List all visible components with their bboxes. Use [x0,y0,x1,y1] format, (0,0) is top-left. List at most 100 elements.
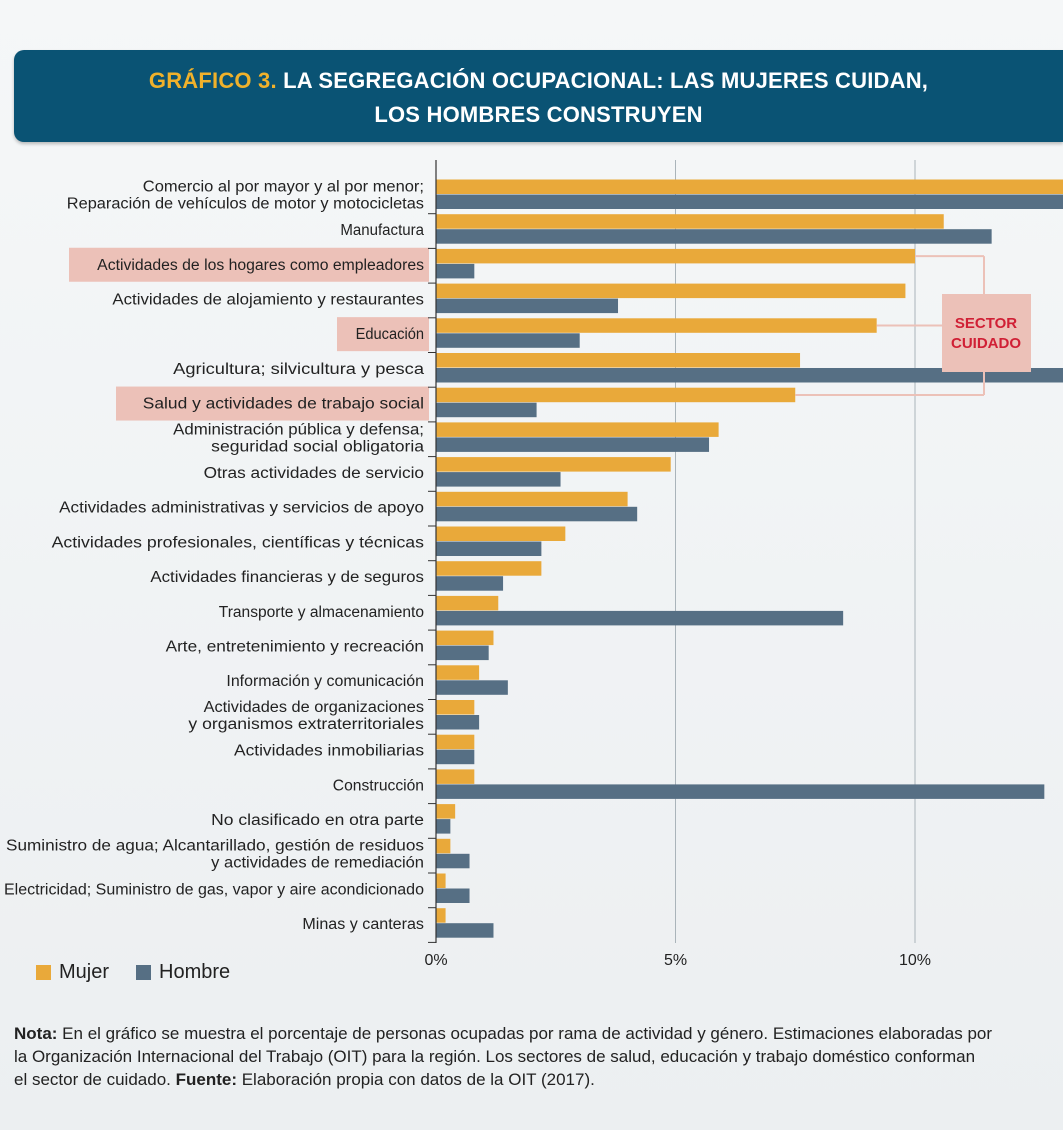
bar-hombre-3 [436,298,619,314]
category-label-7-0: Administración pública y defensa; [173,421,424,438]
bar-hombre-10 [436,541,542,556]
category-label-12-0: Transporte y almacenamiento [219,604,424,621]
category-label-7-1: seguridad social obligatoria [211,438,424,455]
x-tick-label-1: 5% [664,952,687,969]
bar-mujer-18 [436,804,456,819]
legend-label-hombre: Hombre [159,960,231,983]
category-label-8-0: Otras actividades de servicio [204,465,424,482]
chart-title-text: LA SEGREGACIÓN OCUPACIONAL: LAS MUJERES … [283,68,929,93]
category-label-5-0: Agricultura; silvicultura y pesca [173,361,424,378]
category-label-16-0: Actividades inmobiliarias [234,743,424,760]
note-line-2: la Organización Internacional del Trabaj… [14,1047,976,1066]
bar-mujer-6 [436,387,796,403]
x-tick-label-2: 10% [899,952,931,969]
legend-item-mujer: Mujer [36,960,110,983]
x-tick-label-0: 0% [424,952,447,969]
bar-mujer-2 [436,248,915,264]
bar-hombre-15 [436,715,480,730]
chart-title-line-2: LOS HOMBRES CONSTRUYEN [374,102,703,127]
category-label-3-0: Actividades de alojamiento y restaurante… [112,291,424,308]
category-label-4-0: Educación [356,326,424,343]
source-text: Elaboración propia con datos de la OIT (… [237,1070,595,1089]
category-label-9-0: Actividades administrativas y servicios … [59,500,424,517]
sector-cuidado-box [942,294,1031,372]
bar-hombre-6 [436,402,537,418]
bar-mujer-10 [436,526,566,541]
bar-hombre-17 [436,784,1045,799]
category-label-15-0: Actividades de organizaciones [204,699,425,716]
bar-mujer-17 [436,769,475,784]
bar-hombre-7 [436,437,710,452]
highlight-box-6 [116,386,429,421]
category-label-15-1: y organismos extraterritoriales [188,716,424,733]
bar-hombre-19 [436,853,470,869]
bar-mujer-1 [436,214,944,229]
note-line-3: el sector de cuidado. Fuente: Elaboració… [14,1068,1063,1091]
highlight-box-2 [69,247,429,282]
bar-hombre-5 [436,368,1063,383]
bar-hombre-4 [436,333,580,348]
highlight-box-4 [337,317,429,352]
bar-mujer-14 [436,665,480,680]
category-label-20-0: Electricidad; Suministro de gas, vapor y… [4,881,424,898]
bar-hombre-21 [436,923,494,938]
bar-mujer-16 [436,734,475,750]
legend-item-hombre: Hombre [136,960,231,983]
bar-hombre-8 [436,472,561,487]
sector-cuidado-label-1: SECTOR [955,315,1017,332]
bar-mujer-19 [436,838,451,854]
bar-hombre-20 [436,888,470,903]
bar-hombre-9 [436,506,638,522]
note-label: Nota: [14,1024,58,1043]
bar-mujer-21 [436,908,446,923]
category-label-18-0: No clasificado en otra parte [211,812,424,829]
bar-mujer-4 [436,318,877,333]
category-label-13-0: Arte, entretenimiento y recreación [166,638,424,655]
note-text-3: el sector de cuidado. [14,1070,176,1089]
bar-mujer-9 [436,491,628,507]
bar-mujer-15 [436,700,475,715]
category-label-19-0: Suministro de agua; Alcantarillado, gest… [6,838,424,855]
category-label-11-0: Actividades financieras y de seguros [150,569,424,586]
bar-mujer-5 [436,353,801,368]
bar-hombre-18 [436,819,451,834]
category-label-1-0: Manufactura [340,222,424,239]
bar-hombre-0 [436,194,1063,209]
legend-swatch-hombre [136,964,151,980]
bar-hombre-14 [436,680,508,695]
chart-title-banner: GRÁFICO 3. LA SEGREGACIÓN OCUPACIONAL: L… [14,50,1063,142]
bar-mujer-20 [436,873,446,888]
bar-mujer-12 [436,595,499,611]
bar-mujer-11 [436,561,542,576]
category-label-19-1: y actividades de remediación [211,855,424,872]
bar-hombre-16 [436,749,475,765]
category-label-6-0: Salud y actividades de trabajo social [143,396,424,413]
chart-note: Nota: En el gráfico se muestra el porcen… [14,1022,1063,1091]
category-label-21-0: Minas y canteras [302,916,424,933]
bar-mujer-13 [436,630,494,646]
bar-mujer-3 [436,283,906,299]
sector-cuidado-label-2: CUIDADO [951,335,1021,352]
source-label: Fuente: [175,1070,237,1089]
category-label-0-1: Reparación de vehículos de motor y motoc… [67,195,424,212]
chart-number: GRÁFICO 3. [148,68,277,93]
bar-mujer-0 [436,179,1063,194]
bar-hombre-11 [436,576,504,591]
legend-label-mujer: Mujer [59,960,110,983]
category-label-10-0: Actividades profesionales, científicas y… [52,534,425,551]
category-label-0-0: Comercio al por mayor y al por menor; [143,178,424,195]
bar-hombre-12 [436,610,844,626]
bar-chart: Comercio al por mayor y al por menor;Rep… [4,160,1063,969]
legend-swatch-mujer [36,964,51,980]
category-label-14-0: Información y comunicación [226,673,424,690]
bar-mujer-8 [436,457,671,472]
bar-hombre-1 [436,229,992,244]
note-text-1: En el gráfico se muestra el porcentaje d… [57,1024,993,1043]
bar-hombre-13 [436,645,489,661]
bar-mujer-7 [436,422,719,437]
bar-hombre-2 [436,263,475,279]
category-label-17-0: Construcción [333,777,424,794]
note-line-1: Nota: En el gráfico se muestra el porcen… [14,1022,1063,1045]
chart-title-line-1: GRÁFICO 3. LA SEGREGACIÓN OCUPACIONAL: L… [14,68,1063,94]
category-label-2-0: Actividades de los hogares como empleado… [97,257,424,274]
